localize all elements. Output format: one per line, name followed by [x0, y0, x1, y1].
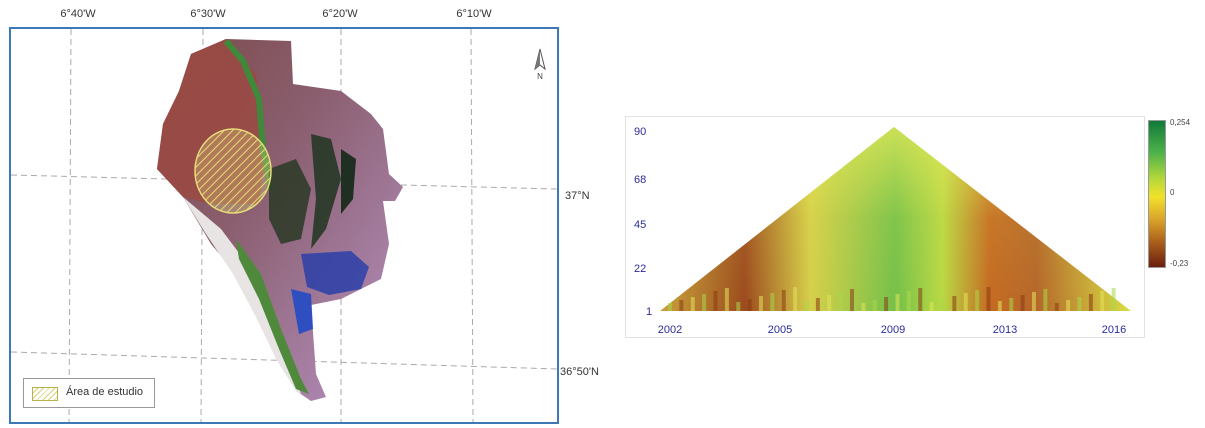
- map-legend: Área de estudio: [23, 378, 155, 408]
- heatmap-streak: [929, 302, 934, 311]
- lon-label-620w: 6°20'W: [322, 8, 358, 20]
- heatmap-streak: [679, 300, 684, 311]
- north-label: N: [537, 72, 543, 81]
- heatmap-streak: [1020, 295, 1025, 311]
- heatmap-streak: [1088, 294, 1093, 311]
- heatmap-streak: [668, 303, 672, 311]
- heatmap-triangle: [660, 127, 1131, 311]
- x-tick-2013: 2013: [992, 324, 1018, 336]
- lon-label-640w: 6°40'W: [60, 8, 96, 20]
- heatmap-streak: [827, 295, 832, 311]
- heatmap-streak: [1077, 297, 1082, 311]
- colorbar: [1148, 120, 1166, 268]
- heatmap-streak: [906, 291, 911, 311]
- coastal-dunes: [183, 197, 311, 401]
- heatmap-streak: [713, 291, 718, 311]
- study-area-map: N Área de estudio: [9, 27, 559, 424]
- x-tick-2005: 2005: [767, 324, 793, 336]
- heatmap-streak: [952, 296, 957, 311]
- heatmap-streak: [850, 289, 854, 311]
- heatmap-streak: [781, 290, 786, 311]
- heatmap-streak: [918, 288, 923, 311]
- heatmap-streak: [747, 299, 752, 311]
- heatmap-chart: [625, 116, 1145, 338]
- heatmap-streak: [861, 303, 866, 311]
- heatmap-streak: [804, 301, 809, 311]
- heatmap-streak: [690, 297, 695, 311]
- colorbar-mid-label: 0: [1170, 188, 1175, 197]
- heatmap-streak: [1066, 300, 1071, 311]
- heatmap-streak: [1043, 289, 1048, 311]
- hatch-swatch-icon: [32, 387, 58, 401]
- study-area-hatch: [194, 128, 272, 214]
- x-tick-2009: 2009: [880, 324, 906, 336]
- lat-label-3650n: 36°50'N: [560, 366, 599, 378]
- y-tick-22: 22: [634, 263, 647, 275]
- colorbar-min-label: -0,23: [1170, 259, 1189, 268]
- heatmap-streak: [724, 288, 729, 311]
- y-tick-45: 45: [634, 219, 647, 231]
- north-arrow-icon: N: [534, 48, 546, 81]
- x-tick-2002: 2002: [657, 324, 683, 336]
- heatmap-streak: [1111, 288, 1116, 311]
- colorbar-max-label: 0,254: [1170, 118, 1191, 127]
- heatmap-streak: [1009, 298, 1014, 311]
- heatmap-streak: [975, 290, 980, 311]
- legend-label: Área de estudio: [66, 386, 144, 398]
- lat-label-37n: 37°N: [565, 190, 590, 202]
- heatmap-streak: [997, 301, 1002, 311]
- heatmap-streak: [793, 287, 798, 311]
- heatmap-streak: [838, 292, 843, 311]
- heatmap-streak: [770, 293, 775, 311]
- heatmap-streak: [1032, 292, 1036, 311]
- y-tick-1: 1: [646, 306, 653, 318]
- heatmap-top-fill: [660, 127, 1131, 311]
- heatmap-streak: [884, 297, 889, 311]
- heatmap-fill: [660, 127, 1131, 311]
- x-tick-2016: 2016: [1101, 324, 1127, 336]
- heatmap-streak: [736, 302, 741, 311]
- heatmap-streak: [1054, 303, 1059, 311]
- heatmap-streak: [963, 293, 968, 311]
- y-tick-68: 68: [634, 174, 647, 186]
- heatmap-streak: [986, 287, 991, 311]
- lon-label-610w: 6°10'W: [456, 8, 492, 20]
- y-tick-90: 90: [634, 126, 647, 138]
- satellite-map-image: [11, 29, 557, 422]
- heatmap-streak: [895, 294, 900, 311]
- heatmap-streak: [759, 296, 763, 311]
- lon-label-630w: 6°30'W: [190, 8, 226, 20]
- heatmap-streak: [702, 294, 707, 311]
- heatmap-streak: [872, 300, 877, 311]
- heatmap-streak: [941, 299, 945, 311]
- heatmap-streak: [815, 298, 820, 311]
- heatmap-streak: [1100, 291, 1105, 311]
